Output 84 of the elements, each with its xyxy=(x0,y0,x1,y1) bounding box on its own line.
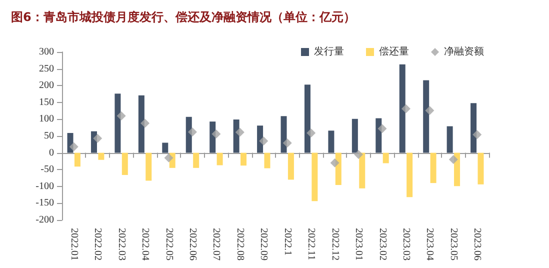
point xyxy=(378,124,387,134)
bar xyxy=(233,120,240,153)
point xyxy=(282,138,292,148)
x-tick-label: 2022.1 xyxy=(282,228,293,256)
bar xyxy=(423,80,430,153)
x-tick-label: 2023.05 xyxy=(448,228,459,260)
y-tick-label: -100 xyxy=(36,180,54,192)
bar xyxy=(264,152,270,168)
bar xyxy=(446,126,453,153)
x-tick-label: 2022.01 xyxy=(68,228,80,260)
bar xyxy=(74,152,80,167)
bar xyxy=(328,130,334,153)
x-tick-label: 2023.06 xyxy=(472,228,483,260)
y-tick-label: 200 xyxy=(39,80,54,92)
bar xyxy=(162,142,168,153)
x-tick-label: 2022.06 xyxy=(186,228,198,260)
x-tick-label: 2022.09 xyxy=(258,228,270,260)
bar xyxy=(359,152,366,188)
bar xyxy=(399,64,406,153)
point xyxy=(425,106,434,115)
bar xyxy=(478,152,484,184)
bar xyxy=(382,152,389,164)
y-tick-label: -150 xyxy=(36,198,54,209)
point xyxy=(164,153,174,162)
point xyxy=(401,104,410,114)
legend-label: 净融资额 xyxy=(444,46,484,58)
legend-label: 发行量 xyxy=(314,46,344,58)
point xyxy=(235,128,244,137)
bar xyxy=(216,152,223,166)
y-tick-label: 0 xyxy=(49,147,54,158)
x-tick-label: 2022.07 xyxy=(210,228,222,260)
bar xyxy=(335,152,342,186)
point xyxy=(93,134,102,143)
x-tick-label: 2022.02 xyxy=(92,228,104,260)
point xyxy=(306,128,316,138)
point xyxy=(259,136,268,146)
y-tick-label: 300 xyxy=(39,46,54,58)
bar xyxy=(114,94,121,153)
point xyxy=(330,158,340,168)
y-tick-label: -50 xyxy=(40,164,54,176)
y-tick-label: 250 xyxy=(39,63,54,74)
bar xyxy=(352,118,358,153)
x-tick-label: 2023.04 xyxy=(424,228,436,260)
y-tick-label: 150 xyxy=(39,96,54,108)
x-tick-label: 2022.03 xyxy=(116,228,127,260)
bar xyxy=(430,152,436,184)
point xyxy=(116,111,126,120)
bar xyxy=(122,152,128,175)
bar xyxy=(288,152,294,180)
legend-label: 偿还量 xyxy=(379,46,409,58)
point xyxy=(448,155,458,164)
bar xyxy=(186,116,192,153)
bar xyxy=(454,152,460,186)
point xyxy=(69,142,78,152)
x-tick-label: 2022.12 xyxy=(329,228,340,260)
y-tick-label: 50 xyxy=(44,130,54,142)
bar xyxy=(98,152,104,160)
point xyxy=(140,118,150,128)
bar xyxy=(406,152,413,198)
bar xyxy=(304,84,310,153)
bar xyxy=(146,152,152,181)
point xyxy=(212,129,221,138)
y-tick-label: 100 xyxy=(39,114,54,125)
point xyxy=(188,127,197,136)
point xyxy=(472,130,482,140)
chart-title: 图6：青岛市城投债月度发行、偿还及净融资情况（单位：亿元） xyxy=(11,10,356,24)
bar xyxy=(376,118,382,153)
x-tick-label: 2022.11 xyxy=(306,228,317,260)
bar xyxy=(210,122,216,153)
x-tick-label: 2023.03 xyxy=(400,228,412,260)
bar xyxy=(240,152,247,166)
bar xyxy=(312,152,318,202)
x-tick-label: 2023.02 xyxy=(376,228,388,260)
x-tick-label: 2022.04 xyxy=(140,228,151,260)
bar xyxy=(470,103,477,153)
x-tick-label: 2023.01 xyxy=(353,228,364,260)
bar xyxy=(280,116,287,153)
x-tick-label: 2022.08 xyxy=(234,228,246,260)
y-tick-label: -200 xyxy=(36,214,54,226)
bar xyxy=(193,152,200,168)
x-tick-label: 2022.05 xyxy=(163,228,174,260)
bar xyxy=(257,126,264,153)
bar xyxy=(138,95,144,153)
point xyxy=(354,150,364,159)
